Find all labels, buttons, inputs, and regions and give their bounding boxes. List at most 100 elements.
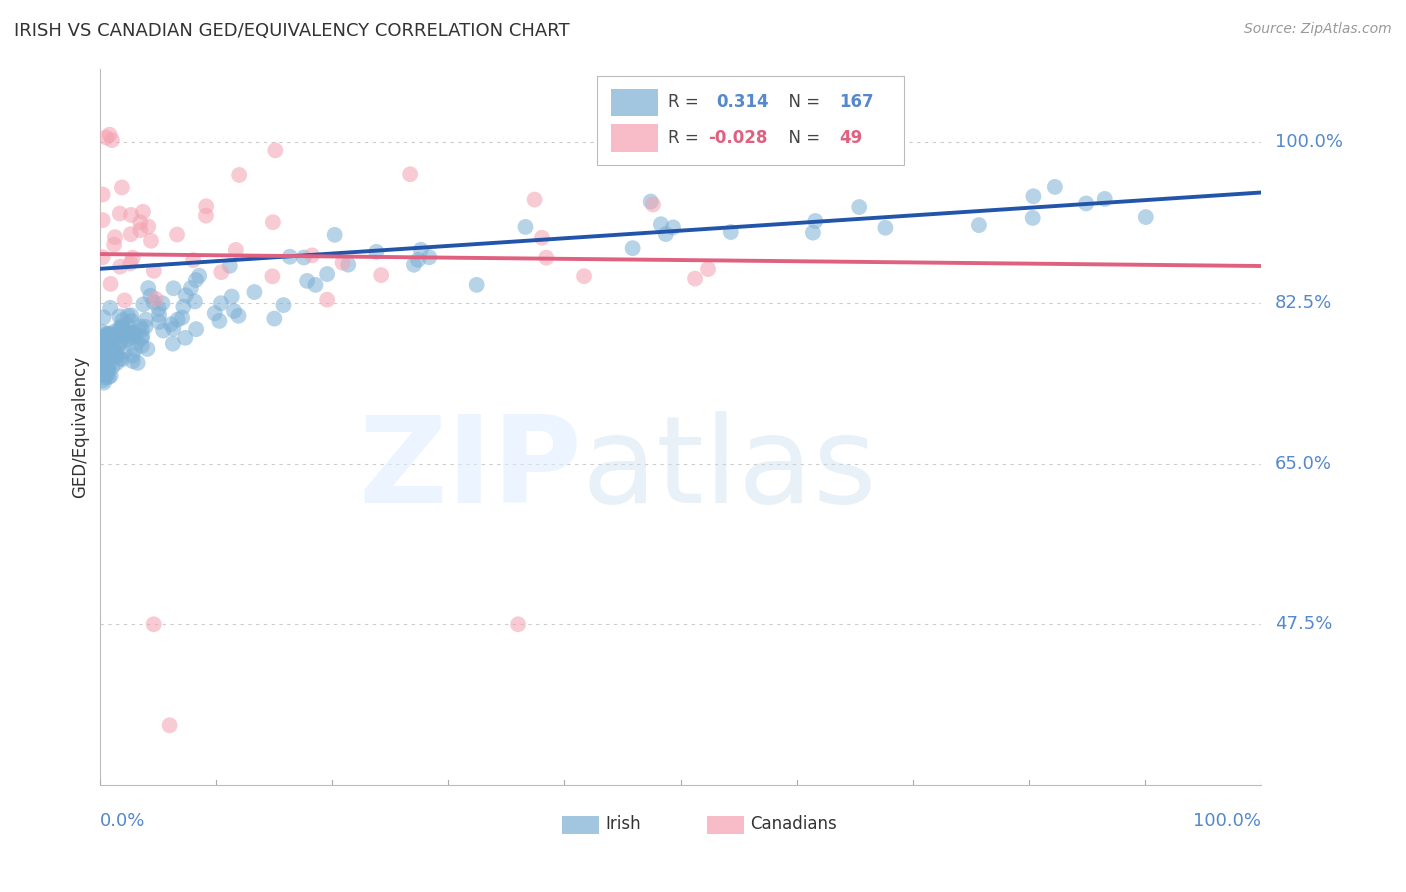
Point (91, 359, 114, 374)
Text: R =: R = (668, 129, 704, 147)
Point (180, 281, 202, 295)
Point (91, 187, 114, 202)
Point (93, 366, 115, 380)
Point (91, 250, 114, 264)
Point (132, 204, 155, 219)
Point (121, 348, 143, 362)
Point (174, 331, 197, 345)
Point (108, 337, 131, 351)
Point (104, 324, 127, 338)
Point (91, 343, 114, 357)
Point (120, 314, 142, 328)
Point (91, 343, 114, 358)
Text: Irish: Irish (605, 815, 641, 833)
Point (228, 168, 250, 182)
Point (132, 297, 155, 311)
Point (804, 214, 827, 228)
Point (117, 318, 139, 333)
Point (96, 365, 118, 379)
Point (101, 359, 124, 374)
Point (98, 301, 121, 315)
Point (127, 356, 149, 370)
Point (114, 293, 136, 308)
Point (166, 227, 188, 242)
Point (104, 349, 127, 363)
Text: 0.314: 0.314 (717, 93, 769, 112)
Point (801, 226, 824, 240)
Point (105, 349, 128, 363)
Text: atlas: atlas (582, 411, 877, 528)
Point (697, 262, 720, 277)
Point (967, 218, 990, 232)
Point (91, 359, 114, 373)
Point (101, 327, 124, 342)
Point (129, 223, 152, 237)
Text: N =: N = (778, 93, 825, 112)
Point (1074, 196, 1097, 211)
Point (120, 330, 142, 344)
Text: 100.0%: 100.0% (1192, 813, 1261, 830)
Point (108, 310, 131, 324)
Point (91, 368, 114, 383)
Text: 65.0%: 65.0% (1275, 455, 1331, 473)
Point (98, 351, 121, 365)
Point (91, 359, 114, 373)
Point (131, 329, 153, 343)
Point (142, 295, 165, 310)
Point (104, 344, 127, 359)
Point (98, 337, 121, 351)
Point (108, 351, 131, 366)
Point (111, 352, 134, 367)
Point (184, 322, 207, 336)
Point (91, 356, 114, 370)
Point (124, 342, 146, 356)
Point (108, 337, 131, 351)
Point (93, 332, 115, 346)
Text: ZIP: ZIP (359, 411, 582, 528)
Point (402, 258, 425, 272)
Point (103, 345, 125, 359)
Point (181, 253, 204, 268)
Point (172, 310, 194, 325)
Point (152, 296, 174, 310)
Point (523, 193, 546, 207)
Point (1022, 211, 1045, 225)
Text: 82.5%: 82.5% (1275, 293, 1331, 312)
Point (366, 244, 388, 259)
Point (720, 225, 742, 239)
Point (117, 309, 139, 323)
Point (188, 268, 211, 283)
Point (115, 328, 138, 343)
Text: 100.0%: 100.0% (1275, 133, 1343, 151)
Point (120, 256, 142, 270)
Point (91, 325, 114, 339)
Point (121, 354, 143, 368)
Point (136, 342, 159, 356)
Point (195, 199, 218, 213)
Point (94, 370, 117, 384)
Point (142, 617, 165, 632)
Point (112, 321, 135, 335)
Point (142, 264, 165, 278)
Point (399, 167, 422, 181)
Point (304, 277, 326, 292)
FancyBboxPatch shape (612, 124, 658, 152)
Point (91, 330, 114, 344)
Point (124, 328, 146, 343)
Point (120, 208, 142, 222)
Point (101, 133, 124, 147)
Point (292, 251, 315, 265)
Point (91, 344, 114, 359)
Point (145, 292, 167, 306)
Point (91, 344, 114, 359)
Text: 0.0%: 0.0% (100, 813, 146, 830)
Point (93, 376, 115, 390)
Point (108, 206, 131, 220)
Point (209, 265, 232, 279)
Point (129, 215, 152, 229)
Y-axis label: GED/Equivalency: GED/Equivalency (72, 356, 89, 498)
Point (273, 298, 295, 312)
Point (131, 339, 153, 353)
Point (97, 335, 120, 350)
Point (105, 356, 128, 370)
